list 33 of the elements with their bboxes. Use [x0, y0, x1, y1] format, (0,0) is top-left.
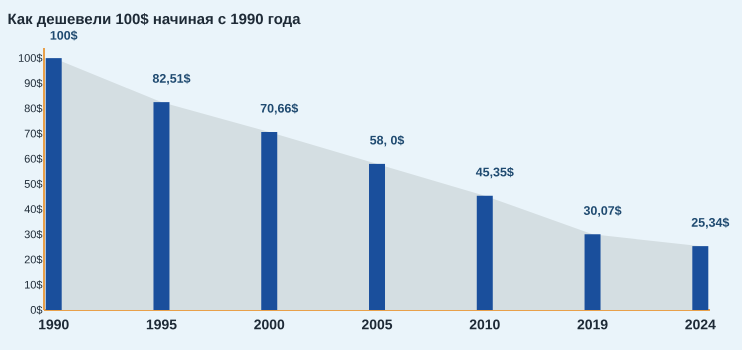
bar [692, 246, 708, 310]
x-tick-label: 2005 [362, 320, 392, 330]
data-label: 70,66$ [260, 103, 298, 114]
x-tick-label: 1990 [39, 320, 69, 330]
bar [261, 132, 278, 310]
data-label: 82,51$ [152, 73, 190, 85]
x-tick-label: 2000 [254, 320, 284, 330]
y-tick-label: 30$ [24, 230, 42, 239]
x-tick-label: 2010 [470, 320, 500, 330]
bar [476, 196, 493, 310]
data-label: 58, 0$ [370, 135, 404, 146]
y-tick-label: 60$ [24, 154, 42, 164]
x-tick-label: 2019 [578, 320, 608, 330]
y-tick-label: 10$ [25, 280, 42, 290]
y-tick-label: 0$ [30, 306, 42, 314]
data-label: 30,07$ [584, 206, 622, 217]
y-tick-label: 90$ [24, 78, 42, 88]
data-label: 25,34$ [692, 217, 730, 229]
data-label: 45,35$ [476, 167, 514, 178]
bar [584, 234, 601, 310]
chart-title: Как дешевели 100$ начиная с 1990 года [8, 12, 301, 28]
y-tick-label: 80$ [24, 104, 42, 113]
y-tick-label: 70$ [24, 129, 42, 138]
y-tick-label: 40$ [24, 204, 42, 214]
bar [46, 58, 62, 310]
x-tick-label: 1995 [146, 320, 177, 330]
data-label: 100$ [50, 30, 78, 41]
bar [153, 102, 170, 310]
y-tick-label: 100$ [18, 54, 42, 63]
y-tick-label: 50$ [24, 180, 42, 188]
bar [369, 164, 386, 310]
x-tick-label: 2024 [685, 320, 716, 330]
y-tick-label: 20$ [24, 255, 42, 264]
